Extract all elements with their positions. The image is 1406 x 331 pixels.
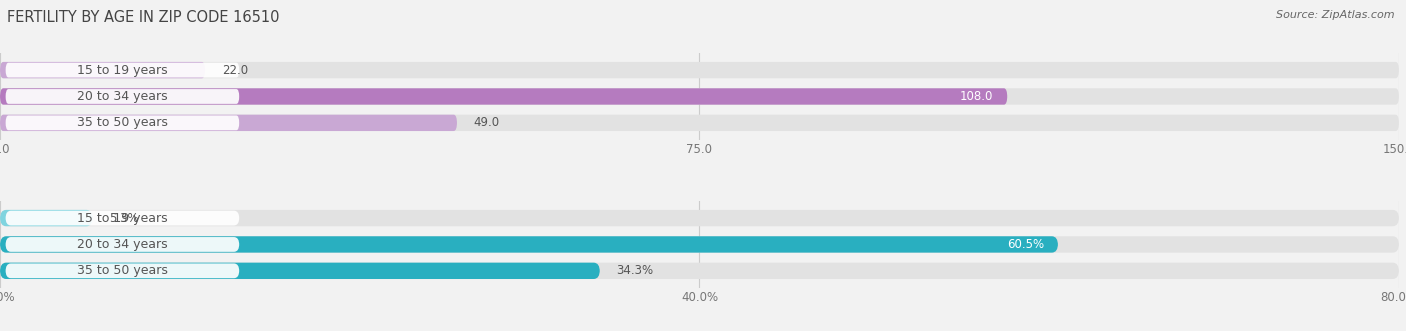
Text: 15 to 19 years: 15 to 19 years bbox=[77, 212, 167, 224]
FancyBboxPatch shape bbox=[6, 237, 239, 252]
Text: 60.5%: 60.5% bbox=[1007, 238, 1045, 251]
Text: Source: ZipAtlas.com: Source: ZipAtlas.com bbox=[1277, 10, 1395, 20]
FancyBboxPatch shape bbox=[0, 115, 457, 131]
FancyBboxPatch shape bbox=[0, 263, 1399, 279]
FancyBboxPatch shape bbox=[0, 115, 1399, 131]
Text: 34.3%: 34.3% bbox=[617, 264, 654, 277]
FancyBboxPatch shape bbox=[0, 88, 1007, 105]
Text: 15 to 19 years: 15 to 19 years bbox=[77, 64, 167, 76]
Text: 5.3%: 5.3% bbox=[110, 212, 139, 224]
Text: 22.0: 22.0 bbox=[222, 64, 247, 76]
FancyBboxPatch shape bbox=[0, 210, 1399, 226]
Text: 35 to 50 years: 35 to 50 years bbox=[77, 264, 167, 277]
Text: 49.0: 49.0 bbox=[474, 117, 501, 129]
FancyBboxPatch shape bbox=[0, 62, 205, 78]
FancyBboxPatch shape bbox=[6, 116, 239, 130]
FancyBboxPatch shape bbox=[0, 88, 1399, 105]
FancyBboxPatch shape bbox=[6, 211, 239, 225]
Text: 20 to 34 years: 20 to 34 years bbox=[77, 90, 167, 103]
FancyBboxPatch shape bbox=[6, 89, 239, 104]
FancyBboxPatch shape bbox=[6, 63, 239, 77]
FancyBboxPatch shape bbox=[0, 236, 1399, 253]
Text: 35 to 50 years: 35 to 50 years bbox=[77, 117, 167, 129]
Text: FERTILITY BY AGE IN ZIP CODE 16510: FERTILITY BY AGE IN ZIP CODE 16510 bbox=[7, 10, 280, 25]
Text: 108.0: 108.0 bbox=[960, 90, 993, 103]
FancyBboxPatch shape bbox=[0, 263, 600, 279]
Text: 20 to 34 years: 20 to 34 years bbox=[77, 238, 167, 251]
FancyBboxPatch shape bbox=[0, 210, 93, 226]
FancyBboxPatch shape bbox=[0, 62, 1399, 78]
FancyBboxPatch shape bbox=[6, 263, 239, 278]
FancyBboxPatch shape bbox=[0, 236, 1057, 253]
